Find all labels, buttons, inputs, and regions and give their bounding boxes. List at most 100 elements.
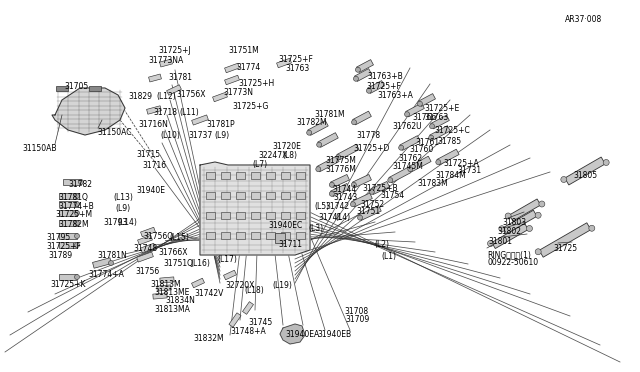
Text: 31775M: 31775M (325, 156, 356, 165)
Text: 31773NA: 31773NA (148, 56, 183, 65)
Text: (L1): (L1) (381, 252, 396, 261)
Bar (243, 302, 253, 314)
Bar (430, 126, 450, 140)
Bar (59, 201, 77, 207)
Text: (L16): (L16) (190, 259, 210, 268)
Text: 31756X: 31756X (176, 90, 205, 99)
Circle shape (429, 135, 434, 140)
Bar (59, 193, 77, 199)
Bar (356, 60, 374, 73)
Bar (59, 220, 77, 226)
Bar (565, 157, 605, 185)
Bar (437, 149, 459, 165)
Bar (205, 171, 214, 179)
Text: 31751M: 31751M (228, 46, 259, 55)
Text: 31762: 31762 (398, 154, 422, 163)
Bar (331, 174, 349, 187)
Bar (492, 224, 528, 248)
Bar (250, 231, 259, 238)
Bar (266, 231, 275, 238)
Circle shape (429, 124, 435, 129)
Bar (89, 86, 101, 90)
Circle shape (351, 182, 356, 187)
Text: 31725+M: 31725+M (55, 210, 92, 219)
Circle shape (74, 211, 79, 215)
Text: 32247X: 32247X (258, 151, 287, 160)
Bar (93, 258, 111, 268)
Circle shape (399, 145, 404, 150)
Text: 31940E: 31940E (136, 186, 165, 195)
Text: 31763: 31763 (424, 113, 448, 122)
Text: 31784M: 31784M (435, 171, 466, 180)
Text: 31751: 31751 (356, 207, 380, 216)
Circle shape (336, 155, 340, 160)
Text: 31150AB: 31150AB (22, 144, 56, 153)
Text: 31781P: 31781P (206, 120, 235, 129)
Polygon shape (52, 88, 125, 135)
Text: 31743: 31743 (333, 193, 357, 202)
Bar (296, 231, 305, 238)
Circle shape (307, 130, 312, 135)
Text: 31725+J: 31725+J (158, 46, 191, 55)
Text: 31813M: 31813M (150, 280, 180, 289)
Text: (L9): (L9) (115, 204, 130, 213)
Bar (159, 59, 172, 67)
Circle shape (330, 182, 334, 187)
Circle shape (367, 88, 371, 93)
Text: 31708: 31708 (344, 307, 368, 316)
Bar (59, 233, 77, 239)
Bar (148, 74, 161, 82)
Circle shape (330, 191, 334, 196)
Text: 31756: 31756 (135, 267, 159, 276)
Text: 31725+F: 31725+F (46, 242, 81, 251)
Bar (400, 136, 420, 150)
Bar (280, 192, 289, 199)
Text: (L8): (L8) (282, 151, 297, 160)
Text: 31725+A: 31725+A (443, 159, 479, 168)
Text: 31781N: 31781N (97, 251, 127, 260)
Circle shape (351, 202, 355, 207)
Bar (266, 171, 275, 179)
Text: 31725+F: 31725+F (278, 55, 313, 64)
Bar (136, 252, 154, 262)
Bar (296, 212, 305, 218)
Text: AR37·008: AR37·008 (565, 15, 602, 24)
Bar (141, 227, 156, 237)
Bar (355, 68, 371, 81)
Circle shape (74, 275, 79, 279)
Bar (166, 85, 181, 95)
Text: 31778: 31778 (356, 131, 380, 140)
Bar (266, 192, 275, 199)
Circle shape (505, 213, 511, 219)
Text: 31805: 31805 (573, 171, 597, 180)
Text: (L10): (L10) (160, 131, 180, 140)
Text: 31741: 31741 (318, 213, 342, 222)
Bar (191, 115, 209, 125)
Text: 31745M: 31745M (392, 162, 423, 171)
Text: 31150AC: 31150AC (97, 128, 131, 137)
Bar (337, 144, 359, 160)
Text: 31754: 31754 (380, 191, 404, 200)
Circle shape (74, 202, 79, 206)
Text: 31766X: 31766X (158, 248, 188, 257)
Bar (250, 192, 259, 199)
Text: 31716N: 31716N (138, 120, 168, 129)
Text: 31834N: 31834N (165, 296, 195, 305)
Bar (367, 81, 385, 93)
Text: 31781M: 31781M (314, 110, 344, 119)
Text: 31716: 31716 (142, 161, 166, 170)
Circle shape (353, 76, 358, 81)
Text: 31793: 31793 (103, 218, 127, 227)
Text: 31763: 31763 (285, 64, 309, 73)
Bar (221, 231, 230, 238)
Text: 31748+A: 31748+A (230, 327, 266, 336)
Text: (L12): (L12) (156, 92, 176, 101)
Bar (318, 133, 338, 147)
Circle shape (535, 212, 541, 218)
Text: 31737: 31737 (188, 131, 212, 140)
Bar (56, 86, 68, 90)
Bar (63, 179, 81, 185)
Text: 31751Q: 31751Q (163, 259, 193, 268)
Bar (317, 156, 339, 172)
Bar (221, 192, 230, 199)
